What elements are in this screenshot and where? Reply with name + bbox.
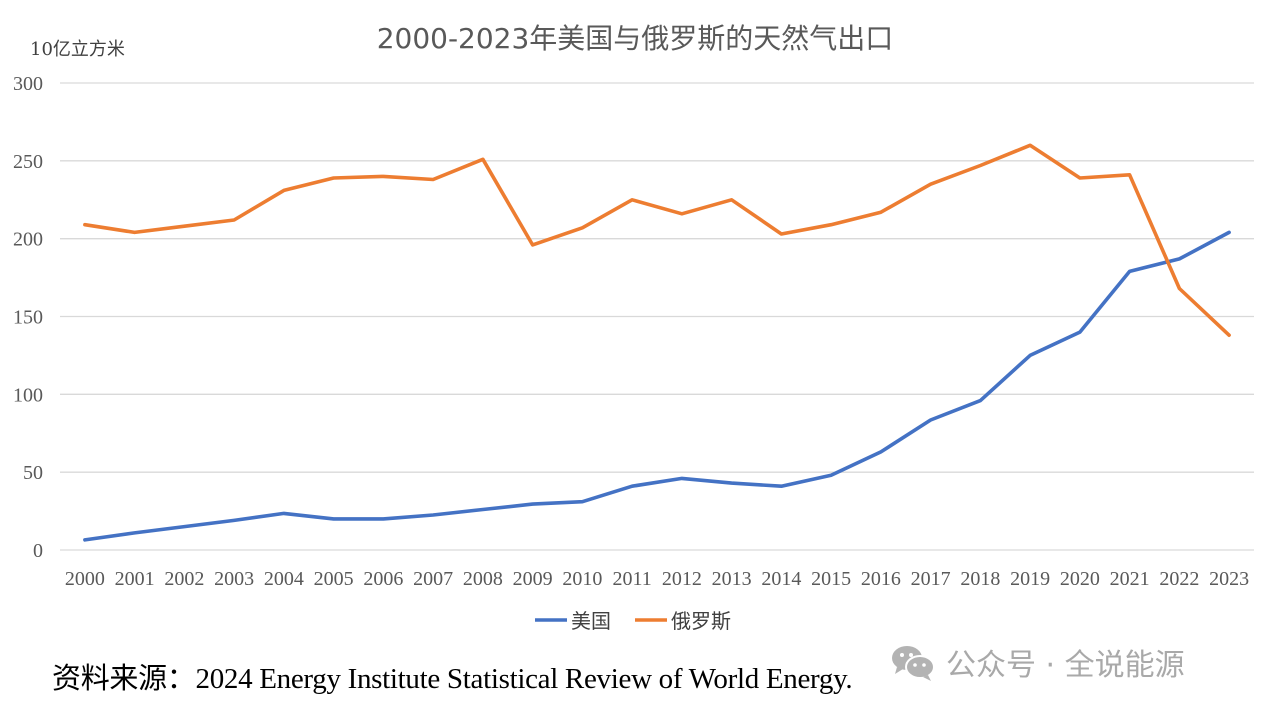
x-tick-label: 2017 [911, 568, 951, 590]
series-line-usa [83, 230, 1231, 542]
x-tick-label: 2015 [811, 568, 851, 590]
y-tick-label: 50 [23, 462, 43, 484]
watermark: 公众号 · 全说能源 [890, 640, 1185, 684]
x-tick-label: 2009 [513, 568, 553, 590]
chart-title: 2000-2023年美国与俄罗斯的天然气出口 [377, 22, 894, 55]
x-tick-label: 2004 [264, 568, 304, 590]
x-tick-label: 2000 [65, 568, 105, 590]
x-tick-label: 2008 [463, 568, 503, 590]
x-tick-label: 2003 [214, 568, 254, 590]
y-tick-label: 150 [13, 307, 43, 329]
gridlines [60, 82, 1254, 551]
series-lines [83, 143, 1231, 542]
legend-label: 美国 [571, 609, 611, 633]
y-axis-unit-label: 10亿立方米 [30, 39, 125, 60]
x-tick-label: 2006 [363, 568, 403, 590]
x-tick-label: 2023 [1209, 568, 1249, 590]
source-note: 资料来源：2024 Energy Institute Statistical R… [52, 663, 853, 695]
watermark-text: 公众号 · 全说能源 [946, 648, 1185, 683]
x-axis-ticks: 2000 2001 2002 2003 2004 2005 2006 2007 2008 2009… [65, 568, 1249, 590]
x-tick-label: 2007 [413, 568, 453, 590]
y-tick-label: 200 [13, 229, 43, 251]
x-tick-label: 2002 [164, 568, 204, 590]
x-tick-label: 2010 [562, 568, 602, 590]
wechat-icon [892, 646, 935, 681]
y-tick-label: 250 [13, 151, 43, 173]
legend-label: 俄罗斯 [671, 609, 731, 633]
x-tick-label: 2021 [1110, 568, 1150, 590]
y-axis-ticks: 0 50 100 150 200 250 300 [13, 73, 43, 562]
series-line-russia [83, 143, 1231, 338]
x-tick-label: 2011 [612, 568, 651, 590]
x-tick-label: 2019 [1010, 568, 1050, 590]
x-tick-label: 2013 [712, 568, 752, 590]
y-tick-label: 100 [13, 384, 43, 406]
y-tick-label: 0 [33, 540, 43, 562]
x-tick-label: 2012 [662, 568, 702, 590]
x-tick-label: 2016 [861, 568, 901, 590]
x-tick-label: 2018 [960, 568, 1000, 590]
x-tick-label: 2001 [115, 568, 155, 590]
legend: 美国 俄罗斯 [535, 609, 731, 633]
y-tick-label: 300 [13, 73, 43, 95]
x-tick-label: 2020 [1060, 568, 1100, 590]
x-tick-label: 2022 [1159, 568, 1199, 590]
x-tick-label: 2005 [314, 568, 354, 590]
x-tick-label: 2014 [761, 568, 801, 590]
